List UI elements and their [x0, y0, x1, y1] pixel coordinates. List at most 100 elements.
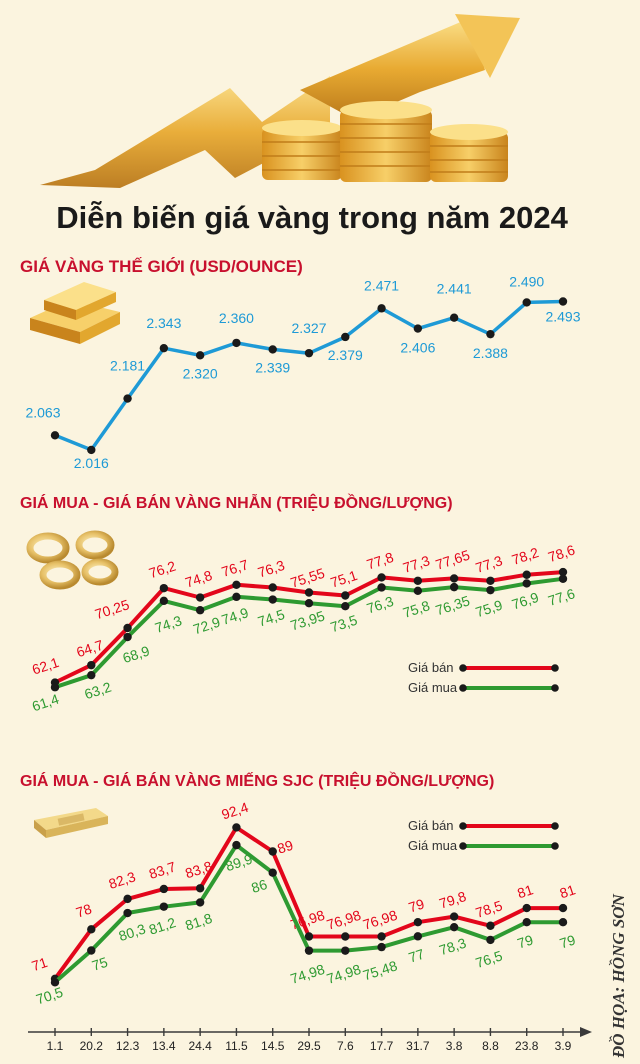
- data-label: 79,8: [437, 888, 468, 912]
- x-tick-label: 29.5: [297, 1039, 321, 1053]
- data-label: 2.490: [509, 273, 544, 289]
- data-label: 75,48: [361, 957, 399, 983]
- data-label: 86: [249, 876, 269, 896]
- gold-ingot-icon: [34, 808, 108, 838]
- data-label: 81: [515, 881, 535, 901]
- data-point: [50, 978, 60, 987]
- x-tick-label: 3.9: [555, 1039, 572, 1053]
- data-point: [268, 847, 277, 856]
- data-point: [377, 573, 386, 582]
- x-tick-label: 24.4: [188, 1039, 212, 1053]
- data-point: [413, 324, 423, 333]
- data-point: [87, 946, 96, 955]
- data-point: [449, 582, 459, 592]
- data-label: 77,65: [433, 547, 471, 573]
- data-label: 63,2: [82, 679, 113, 703]
- legend-label: Giá mua: [408, 838, 458, 853]
- data-point: [486, 585, 495, 595]
- data-point: [377, 304, 386, 313]
- data-point: [304, 599, 314, 608]
- x-tick-label: 1.1: [47, 1039, 64, 1053]
- data-point: [123, 632, 132, 642]
- x-tick-label: 11.5: [225, 1039, 248, 1053]
- x-tick-label: 17.7: [370, 1039, 394, 1053]
- data-point: [377, 942, 386, 952]
- data-label: 83,7: [147, 858, 178, 882]
- legend-marker: [551, 822, 559, 830]
- data-label: 2.406: [400, 340, 435, 356]
- data-label: 2.471: [364, 277, 399, 293]
- data-point: [87, 925, 96, 934]
- data-point: [341, 602, 350, 611]
- data-label: 74,9: [219, 604, 250, 628]
- data-point: [232, 823, 241, 832]
- data-label: 2.360: [219, 310, 254, 326]
- data-point: [558, 903, 568, 913]
- data-point: [522, 298, 531, 307]
- data-point: [304, 588, 314, 597]
- data-label: 79: [515, 931, 535, 951]
- data-label: 2.441: [437, 281, 472, 297]
- data-point: [195, 898, 205, 907]
- data-point: [159, 596, 169, 606]
- sjc-gold-heading: GIÁ MUA - GIÁ BÁN VÀNG MIẾNG SJC (TRIỆU …: [20, 771, 494, 790]
- data-label: 75,55: [288, 565, 326, 591]
- data-label: 78: [74, 900, 94, 920]
- data-point: [195, 606, 205, 615]
- data-point: [87, 670, 96, 680]
- data-point: [195, 884, 205, 893]
- data-label: 70,25: [93, 596, 131, 622]
- data-point: [159, 583, 169, 593]
- data-label: 62,1: [30, 654, 61, 678]
- data-label: 82,3: [107, 868, 138, 892]
- x-tick-label: 13.4: [152, 1039, 176, 1053]
- world-gold-chart: 2.063 2.016 2.181 2.343 2.320 2.360 2.339 2.327…: [25, 273, 580, 470]
- data-point: [123, 623, 132, 633]
- x-tick-label: 14.5: [261, 1039, 285, 1053]
- legend-marker: [459, 684, 467, 692]
- data-point: [304, 348, 314, 358]
- data-point: [87, 660, 96, 670]
- data-label: 76,7: [219, 556, 250, 580]
- x-tick-label: 31.7: [406, 1039, 430, 1053]
- data-point: [232, 338, 241, 348]
- data-label: 78,5: [473, 897, 504, 921]
- data-point: [304, 946, 314, 955]
- data-point: [268, 868, 277, 877]
- x-tick-label: 8.8: [482, 1039, 499, 1053]
- legend-label: Giá bán: [408, 818, 454, 833]
- data-point: [449, 574, 459, 583]
- data-label: 73,5: [328, 612, 359, 636]
- data-point: [449, 922, 459, 932]
- data-point: [232, 592, 241, 602]
- data-label: 79: [558, 931, 578, 951]
- legend-label: Giá mua: [408, 680, 458, 695]
- gold-coins-arrow-icon: [40, 14, 520, 188]
- data-point: [558, 574, 568, 583]
- data-label: 78,2: [510, 544, 541, 568]
- data-point: [413, 576, 423, 585]
- data-label: 81,2: [147, 914, 178, 938]
- data-point: [522, 579, 531, 588]
- data-label: 75,1: [328, 567, 359, 591]
- data-label: 74,5: [256, 606, 287, 630]
- data-label: 2.063: [25, 404, 60, 420]
- data-point: [268, 345, 277, 354]
- legend-label: Giá bán: [408, 660, 454, 675]
- data-point: [268, 595, 277, 604]
- data-point: [486, 329, 495, 339]
- data-point: [159, 343, 169, 353]
- data-label: 2.493: [545, 309, 580, 325]
- x-tick-label: 20.2: [80, 1039, 104, 1053]
- data-point: [522, 570, 531, 579]
- data-label: 76,98: [325, 907, 363, 933]
- x-tick-label: 7.6: [337, 1039, 354, 1053]
- data-label: 76,2: [147, 557, 178, 581]
- data-point: [159, 902, 169, 911]
- data-label: 92,4: [219, 799, 250, 823]
- legend-marker: [551, 664, 559, 672]
- data-label: 75,9: [473, 597, 504, 621]
- world-price-heading: GIÁ VÀNG THẾ GIỚI (USD/OUNCE): [20, 257, 303, 276]
- data-point: [522, 903, 531, 913]
